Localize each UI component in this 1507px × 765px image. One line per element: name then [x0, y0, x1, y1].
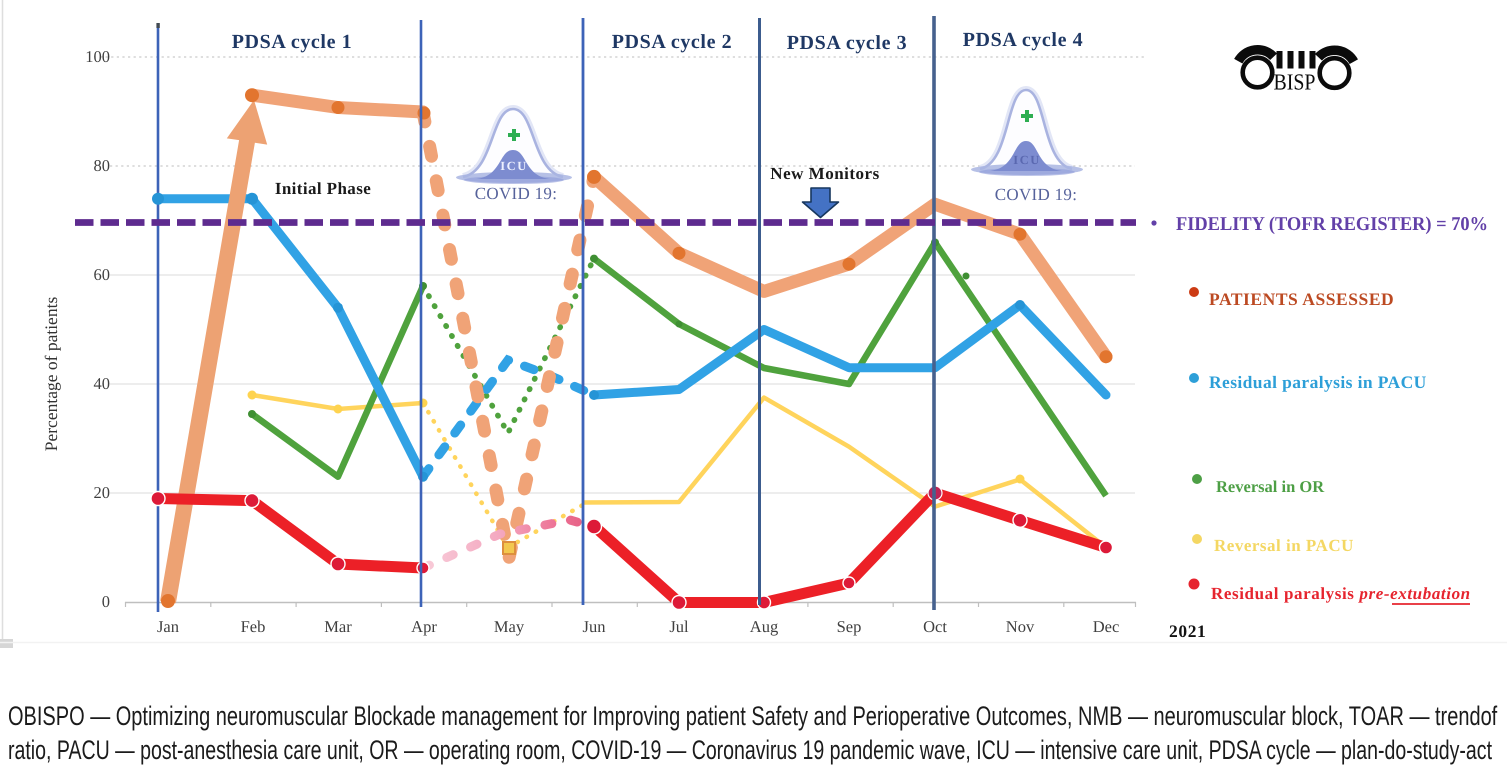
svg-text:Jun: Jun	[583, 617, 606, 636]
svg-text:Reversal in PACU: Reversal in PACU	[1214, 536, 1354, 555]
svg-text:Mar: Mar	[324, 617, 352, 636]
svg-text:PDSA cycle 3: PDSA cycle 3	[787, 32, 908, 54]
svg-text:Jan: Jan	[157, 617, 179, 636]
svg-text:ICU: ICU	[1013, 153, 1040, 167]
svg-text:2021: 2021	[1169, 621, 1206, 641]
svg-text:20: 20	[94, 483, 111, 502]
svg-text:BISP: BISP	[1274, 70, 1316, 95]
svg-text:PDSA cycle 1: PDSA cycle 1	[232, 31, 353, 53]
svg-text:Initial Phase: Initial Phase	[275, 179, 371, 198]
svg-text:Oct: Oct	[923, 617, 947, 636]
svg-text:ICU: ICU	[500, 159, 527, 173]
svg-text:PATIENTS ASSESSED: PATIENTS ASSESSED	[1209, 289, 1394, 309]
svg-text:80: 80	[94, 156, 111, 175]
svg-text:0: 0	[102, 592, 110, 611]
svg-text:60: 60	[94, 265, 111, 284]
svg-text:May: May	[494, 617, 525, 636]
svg-text:Sep: Sep	[837, 617, 862, 636]
svg-text:Apr: Apr	[411, 617, 437, 636]
svg-text:PDSA cycle 4: PDSA cycle 4	[963, 29, 1084, 51]
svg-text:40: 40	[94, 374, 111, 393]
svg-text:Dec: Dec	[1093, 617, 1120, 636]
svg-text:Residual paralysis pre-extubat: Residual paralysis pre-extubation	[1211, 584, 1471, 603]
svg-text:100: 100	[85, 47, 110, 66]
svg-text:Percentage of patients: Percentage of patients	[41, 297, 61, 452]
svg-text:Nov: Nov	[1006, 617, 1035, 636]
svg-text:FIDELITY (TOFR REGISTER) = 70%: FIDELITY (TOFR REGISTER) = 70%	[1176, 214, 1488, 235]
svg-text:Jul: Jul	[669, 617, 689, 636]
svg-text:COVID 19:: COVID 19:	[475, 184, 558, 203]
svg-text:PDSA cycle 2: PDSA cycle 2	[612, 31, 733, 53]
svg-text:Residual paralysis in PACU: Residual paralysis in PACU	[1209, 372, 1427, 392]
svg-text:Reversal in OR: Reversal in OR	[1216, 477, 1325, 496]
svg-text:New Monitors: New Monitors	[770, 164, 879, 183]
svg-text:Feb: Feb	[241, 617, 266, 636]
svg-text:Aug: Aug	[750, 617, 778, 636]
svg-text:COVID 19:: COVID 19:	[995, 185, 1078, 204]
